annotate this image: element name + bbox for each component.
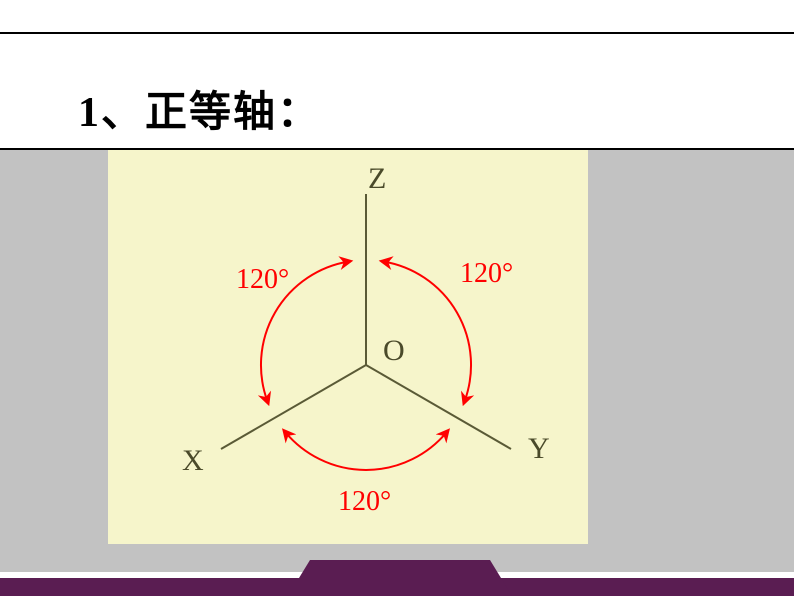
angle-label-xy: 120° <box>338 486 391 517</box>
axis-label-y: Y <box>528 432 550 465</box>
bottom-purple-tab <box>310 560 490 596</box>
top-rule-1 <box>0 32 794 34</box>
diagram-svg: O Z Y X 120° 120° 120° <box>108 150 588 544</box>
angle-label-zy: 120° <box>460 258 513 289</box>
axes-group <box>221 194 511 449</box>
arc-xy <box>286 433 447 470</box>
isometric-axis-diagram: O Z Y X 120° 120° 120° <box>108 150 588 544</box>
axis-y <box>366 365 511 449</box>
origin-label: O <box>383 334 405 367</box>
axis-label-x: X <box>182 444 204 477</box>
page-title: 1、正等轴： <box>78 78 321 139</box>
axis-label-z: Z <box>368 162 386 195</box>
arc-zy <box>384 262 471 401</box>
axis-x <box>221 365 366 449</box>
angle-label-zx: 120° <box>236 264 289 295</box>
